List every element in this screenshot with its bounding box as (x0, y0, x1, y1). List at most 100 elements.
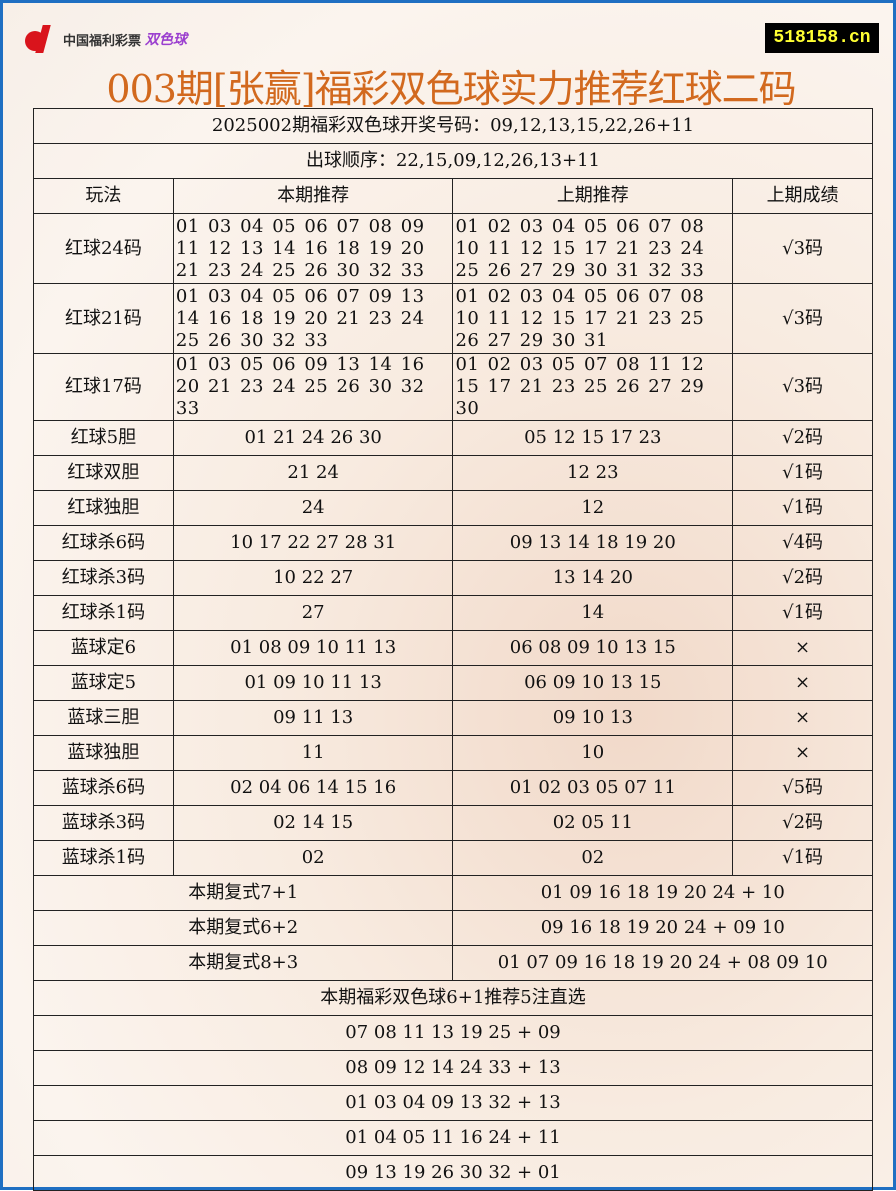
previous-result: √5码 (732, 770, 873, 806)
previous-result: √3码 (732, 213, 873, 284)
pick-row: 09 13 19 26 30 32 + 01 (33, 1155, 873, 1191)
play-type: 蓝球三胆 (33, 700, 174, 736)
current-pick: 21 24 (172, 455, 454, 491)
previous-pick: 06 08 09 10 13 15 (452, 630, 734, 666)
previous-pick: 05 12 15 17 23 (452, 420, 734, 456)
table-row: 蓝球杀6码 02 04 06 14 15 16 01 02 03 05 07 1… (33, 770, 873, 806)
play-type: 蓝球独胆 (33, 735, 174, 771)
current-pick: 10 17 22 27 28 31 (172, 525, 454, 561)
welfare-lottery-logo-icon (23, 25, 59, 53)
table-row: 红球杀3码 10 22 27 13 14 20 √2码 (33, 560, 873, 596)
previous-pick: 14 (452, 595, 734, 631)
site-badge: 518158.cn (765, 23, 879, 53)
previous-pick: 12 (452, 490, 734, 526)
previous-result: √2码 (732, 805, 873, 841)
play-type: 蓝球杀1码 (33, 840, 174, 876)
table-row: 红球21码 01 03 04 05 06 07 09 13 14 16 18 1… (33, 283, 873, 354)
table-row: 红球独胆 24 12 √1码 (33, 490, 873, 526)
play-type: 蓝球杀3码 (33, 805, 174, 841)
fushi-label: 本期复式7+1 (32, 875, 454, 911)
previous-result: √3码 (732, 283, 873, 354)
previous-result: × (732, 630, 873, 666)
logo-text: 中国福利彩票 (63, 33, 142, 49)
header-result: 上期成绩 (732, 178, 873, 214)
pick-row: 01 04 05 11 16 24 + 11 (33, 1120, 873, 1156)
header-previous: 上期推荐 (452, 178, 734, 214)
header-play: 玩法 (33, 178, 174, 214)
current-pick: 11 (172, 735, 454, 771)
current-pick: 10 22 27 (172, 560, 454, 596)
previous-result: √2码 (732, 420, 873, 456)
table-row: 蓝球独胆 11 10 × (33, 735, 873, 771)
current-pick: 27 (172, 595, 454, 631)
pick-numbers: 08 09 12 14 24 33 + 13 (33, 1050, 873, 1086)
recommendation-table: 2025002期福彩双色球开奖号码：09,12,13,15,22,26+11 出… (32, 108, 873, 1191)
fushi-row: 本期复式7+1 01 09 16 18 19 20 24 + 10 (32, 875, 873, 911)
current-pick: 01 21 24 26 30 (172, 420, 454, 456)
previous-pick: 09 13 14 18 19 20 (452, 525, 734, 561)
play-type: 蓝球定5 (33, 665, 174, 701)
fushi-row: 本期复式8+3 01 07 09 16 18 19 20 24 + 08 09 … (32, 945, 873, 981)
play-type: 红球独胆 (33, 490, 174, 526)
previous-pick: 01 02 03 05 07 08 11 12 15 17 21 23 25 2… (452, 353, 734, 421)
play-type: 红球17码 (33, 353, 174, 421)
play-type: 红球杀6码 (33, 525, 174, 561)
previous-result: √4码 (732, 525, 873, 561)
picks-title: 本期福彩双色球6+1推荐5注直选 (33, 980, 873, 1016)
play-type: 红球24码 (33, 213, 174, 284)
previous-result: √1码 (732, 595, 873, 631)
pick-numbers: 01 04 05 11 16 24 + 11 (33, 1120, 873, 1156)
table-row: 红球杀6码 10 17 22 27 28 31 09 13 14 18 19 2… (33, 525, 873, 561)
pick-numbers: 09 13 19 26 30 32 + 01 (33, 1155, 873, 1191)
play-type: 红球杀3码 (33, 560, 174, 596)
previous-result: × (732, 665, 873, 701)
current-pick: 01 03 04 05 06 07 09 13 14 16 18 19 20 2… (172, 283, 454, 354)
previous-pick: 10 (452, 735, 734, 771)
previous-result: √1码 (732, 455, 873, 491)
play-type: 蓝球杀6码 (33, 770, 174, 806)
previous-result: √1码 (732, 490, 873, 526)
header-current: 本期推荐 (172, 178, 454, 214)
previous-pick: 01 02 03 04 05 06 07 08 10 11 12 15 17 2… (452, 283, 734, 354)
table-row: 蓝球定5 01 09 10 11 13 06 09 10 13 15 × (33, 665, 873, 701)
previous-pick: 02 05 11 (452, 805, 734, 841)
table-row: 蓝球杀3码 02 14 15 02 05 11 √2码 (33, 805, 873, 841)
fushi-numbers: 09 16 18 19 20 24 + 09 10 (452, 910, 873, 946)
current-pick: 01 03 05 06 09 13 14 16 20 21 23 24 25 2… (172, 353, 454, 421)
current-pick: 01 09 10 11 13 (172, 665, 454, 701)
fushi-row: 本期复式6+2 09 16 18 19 20 24 + 09 10 (32, 910, 873, 946)
pick-row: 07 08 11 13 19 25 + 09 (33, 1015, 873, 1051)
table-row: 红球5胆 01 21 24 26 30 05 12 15 17 23 √2码 (33, 420, 873, 456)
draw-result: 2025002期福彩双色球开奖号码：09,12,13,15,22,26+11 (33, 108, 873, 144)
current-pick: 01 08 09 10 11 13 (172, 630, 454, 666)
page-title: 003期[张赢]福彩双色球实力推荐红球二码 (106, 67, 796, 111)
fushi-numbers: 01 09 16 18 19 20 24 + 10 (452, 875, 873, 911)
pick-row: 08 09 12 14 24 33 + 13 (33, 1050, 873, 1086)
table-row: 红球杀1码 27 14 √1码 (33, 595, 873, 631)
play-type: 红球杀1码 (33, 595, 174, 631)
previous-pick: 12 23 (452, 455, 734, 491)
pick-numbers: 01 03 04 09 13 32 + 13 (33, 1085, 873, 1121)
play-type: 蓝球定6 (33, 630, 174, 666)
fushi-label: 本期复式6+2 (32, 910, 454, 946)
previous-result: × (732, 735, 873, 771)
fushi-label: 本期复式8+3 (32, 945, 454, 981)
previous-pick: 02 (452, 840, 734, 876)
pick-row: 01 03 04 09 13 32 + 13 (33, 1085, 873, 1121)
previous-pick: 01 02 03 04 05 06 07 08 10 11 12 15 17 2… (452, 213, 734, 284)
fushi-numbers: 01 07 09 16 18 19 20 24 + 08 09 10 (452, 945, 873, 981)
current-pick: 02 14 15 (172, 805, 454, 841)
previous-pick: 06 09 10 13 15 (452, 665, 734, 701)
play-type: 红球5胆 (33, 420, 174, 456)
current-pick: 01 03 04 05 06 07 08 09 11 12 13 14 16 1… (172, 213, 454, 284)
draw-order: 出球顺序：22,15,09,12,26,13+11 (33, 143, 873, 179)
previous-pick: 09 10 13 (452, 700, 734, 736)
table-row: 蓝球定6 01 08 09 10 11 13 06 08 09 10 13 15… (33, 630, 873, 666)
pick-numbers: 07 08 11 13 19 25 + 09 (33, 1015, 873, 1051)
table-row: 蓝球杀1码 02 02 √1码 (33, 840, 873, 876)
table-row: 蓝球三胆 09 11 13 09 10 13 × (33, 700, 873, 736)
logo-ssq: 双色球 (145, 32, 188, 48)
play-type: 红球双胆 (33, 455, 174, 491)
previous-result: √2码 (732, 560, 873, 596)
lottery-logo: 中国福利彩票 双色球 (23, 25, 187, 53)
